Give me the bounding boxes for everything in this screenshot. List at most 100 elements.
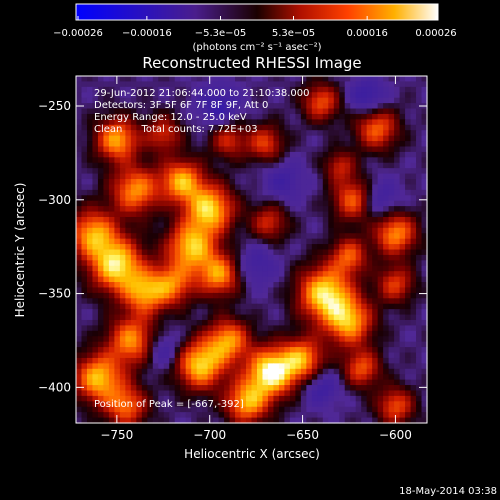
- heatmap-cell: [108, 184, 115, 191]
- heatmap-cell: [141, 130, 148, 137]
- heatmap-cell: [311, 233, 318, 240]
- heatmap-cell: [207, 309, 214, 316]
- heatmap-cell: [125, 374, 132, 381]
- heatmap-cell: [311, 92, 318, 99]
- heatmap-cell: [355, 206, 362, 213]
- heatmap-cell: [383, 341, 390, 348]
- heatmap-cell: [202, 309, 209, 316]
- heatmap-cell: [300, 238, 307, 245]
- heatmap-cell: [103, 86, 110, 93]
- heatmap-cell: [224, 179, 231, 186]
- heatmap-cell: [262, 195, 269, 202]
- heatmap-cell: [295, 173, 302, 180]
- heatmap-cell: [361, 86, 368, 93]
- heatmap-cell: [262, 206, 269, 213]
- heatmap-cell: [76, 385, 83, 392]
- heatmap-cell: [350, 363, 357, 370]
- heatmap-cell: [174, 265, 181, 272]
- heatmap-cell: [399, 325, 406, 332]
- heatmap-cell: [350, 162, 357, 169]
- x-tick-label: −700: [193, 428, 226, 442]
- heatmap-cell: [372, 352, 379, 359]
- heatmap-cell: [119, 130, 126, 137]
- heatmap-cell: [372, 195, 379, 202]
- heatmap-cell: [388, 227, 395, 234]
- heatmap-cell: [229, 325, 236, 332]
- heatmap-cell: [240, 244, 247, 251]
- heatmap-cell: [295, 130, 302, 137]
- heatmap-cell: [295, 325, 302, 332]
- heatmap-cell: [224, 368, 231, 375]
- heatmap-cell: [196, 76, 203, 83]
- heatmap-cell: [251, 200, 258, 207]
- heatmap-cell: [300, 314, 307, 321]
- heatmap-cell: [147, 319, 154, 326]
- heatmap-cell: [103, 298, 110, 305]
- heatmap-cell: [86, 92, 94, 99]
- heatmap-cell: [103, 417, 110, 424]
- heatmap-cell: [416, 216, 423, 223]
- heatmap-cell: [163, 92, 170, 99]
- heatmap-cell: [152, 265, 159, 272]
- heatmap-cell: [350, 260, 357, 267]
- heatmap-cell: [119, 103, 126, 110]
- heatmap-cell: [328, 352, 335, 359]
- heatmap-cell: [136, 282, 143, 289]
- heatmap-cell: [196, 357, 203, 364]
- heatmap-cell: [394, 135, 401, 142]
- heatmap-cell: [339, 319, 346, 326]
- heatmap-cell: [295, 81, 302, 88]
- heatmap-cell: [130, 379, 137, 386]
- heatmap-cell: [92, 265, 99, 272]
- heatmap-cell: [339, 401, 346, 408]
- heatmap-cell: [119, 135, 126, 142]
- heatmap-cell: [229, 227, 236, 234]
- heatmap-cell: [246, 357, 253, 364]
- heatmap-cell: [152, 195, 159, 202]
- heatmap-cell: [267, 249, 275, 256]
- heatmap-cell: [224, 249, 231, 256]
- heatmap-cell: [262, 86, 269, 93]
- heatmap-cell: [218, 254, 225, 261]
- heatmap-cell: [311, 108, 318, 115]
- heatmap-cell: [108, 119, 115, 126]
- heatmap-cell: [163, 184, 170, 191]
- heatmap-cell: [388, 330, 395, 337]
- heatmap-cell: [256, 238, 264, 245]
- heatmap-cell: [235, 260, 242, 267]
- heatmap-cell: [152, 238, 159, 245]
- heatmap-cell: [399, 141, 406, 148]
- heatmap-cell: [92, 325, 99, 332]
- heatmap-cell: [174, 244, 181, 251]
- heatmap-cell: [229, 401, 236, 408]
- heatmap-cell: [421, 347, 428, 354]
- heatmap-cell: [339, 211, 346, 218]
- heatmap-cell: [405, 368, 412, 375]
- heatmap-cell: [163, 146, 170, 153]
- heatmap-cell: [81, 319, 88, 326]
- heatmap-cell: [416, 179, 423, 186]
- heatmap-cell: [377, 92, 384, 99]
- heatmap-cell: [421, 395, 428, 402]
- heatmap-cell: [278, 206, 285, 213]
- heatmap-cell: [306, 417, 313, 424]
- heatmap-cell: [306, 173, 313, 180]
- heatmap-cell: [213, 347, 220, 354]
- heatmap-cell: [372, 379, 379, 386]
- heatmap-cell: [317, 141, 324, 148]
- heatmap-cell: [394, 298, 401, 305]
- heatmap-cell: [207, 417, 214, 424]
- heatmap-cell: [372, 336, 379, 343]
- heatmap-cell: [383, 379, 390, 386]
- heatmap-cell: [152, 347, 159, 354]
- heatmap-cell: [163, 238, 170, 245]
- heatmap-cell: [86, 336, 94, 343]
- heatmap-cell: [416, 368, 423, 375]
- heatmap-cell: [246, 298, 253, 305]
- heatmap-cell: [246, 260, 253, 267]
- heatmap-cell: [218, 363, 225, 370]
- heatmap-cell: [388, 368, 395, 375]
- annotation-energy-range: Energy Range: 12.0 - 25.0 keV: [94, 112, 247, 123]
- heatmap-cell: [180, 309, 187, 316]
- heatmap-cell: [322, 347, 329, 354]
